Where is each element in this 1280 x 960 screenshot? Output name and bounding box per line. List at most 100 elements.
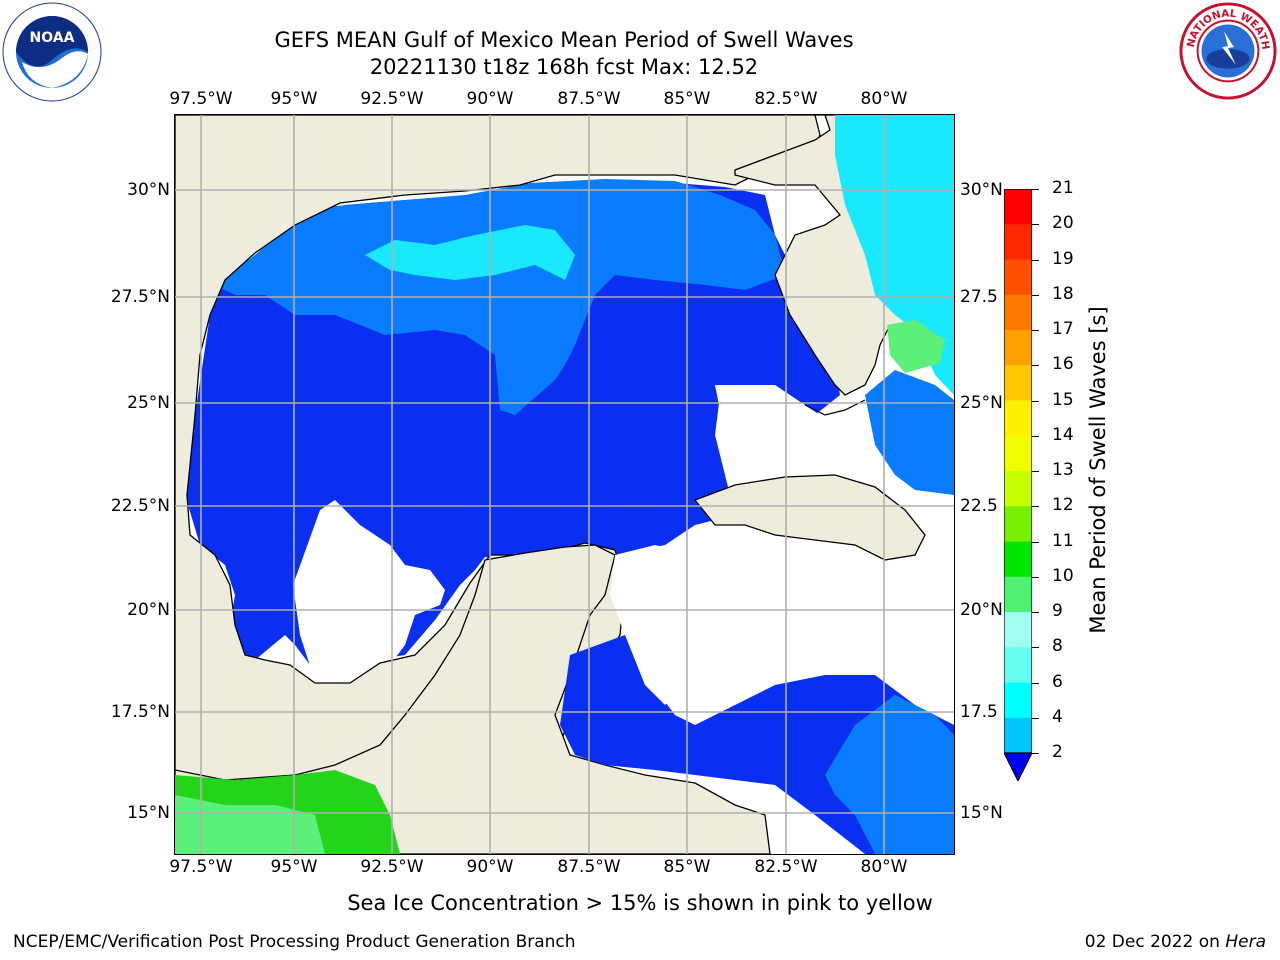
colorbar-cell (1004, 365, 1032, 401)
colorbar-cell (1004, 647, 1032, 683)
colorbar-tick-label: 12 (1052, 495, 1074, 516)
colorbar-tick-label: 18 (1052, 283, 1074, 304)
lon-label-top: 85°W (663, 89, 711, 109)
colorbar-tick (1032, 224, 1039, 226)
colorbar-cell (1004, 294, 1032, 331)
colorbar-tick-label: 8 (1052, 636, 1063, 657)
land-cuba (693, 474, 926, 561)
swell-region-bahamas (865, 370, 954, 495)
colorbar-tick (1032, 330, 1039, 331)
lon-label-bottom: 80°W (860, 857, 908, 877)
noaa-logo: NOAA (2, 2, 102, 102)
lon-label-top: 95°W (270, 89, 318, 109)
colorbar-tick (1032, 682, 1039, 684)
colorbar-tick-label: 4 (1052, 706, 1063, 727)
colorbar-tick-label: 17 (1052, 319, 1074, 339)
lon-label-bottom: 82.5°W (754, 857, 818, 877)
lon-label-top: 97.5°W (169, 89, 233, 109)
colorbar-tick-label: 6 (1052, 671, 1063, 692)
map-plot-area (175, 115, 954, 854)
lat-label-right: 20°N (960, 600, 1003, 620)
colorbar-cell (1004, 506, 1032, 542)
lat-label-left: 27.5°N (110, 287, 170, 307)
swell-region-atlantic-6-8s (835, 115, 954, 395)
colorbar-tick-label: 19 (1052, 248, 1074, 269)
lon-label-bottom: 90°W (466, 857, 514, 877)
chart-subtitle: 20221130 t18z 168h fcst Max: 12.52 (369, 55, 759, 79)
colorbar-tick (1032, 400, 1039, 402)
lat-label-left: 22.5°N (110, 496, 170, 516)
colorbar-tick (1032, 506, 1039, 508)
lat-label-left: 17.5°N (110, 702, 170, 722)
lon-label-bottom: 92.5°W (360, 857, 424, 877)
colorbar-tick (1032, 612, 1039, 613)
colorbar-tick-label: 13 (1052, 460, 1074, 480)
colorbar-cell (1004, 330, 1032, 366)
lon-label-top: 80°W (860, 89, 908, 109)
colorbar-tick (1032, 541, 1039, 543)
svg-text:NOAA: NOAA (30, 30, 75, 46)
colorbar-title: Mean Period of Swell Waves [s] (1086, 306, 1110, 634)
colorbar (1004, 189, 1032, 781)
lon-label-bottom: 97.5°W (169, 857, 233, 877)
colorbar-cell (1004, 189, 1032, 225)
colorbar-tick-label: 9 (1052, 601, 1063, 621)
colorbar-tick-label: 11 (1052, 530, 1074, 551)
colorbar-tick (1032, 753, 1039, 754)
lat-label-right: 15°N (960, 803, 1003, 823)
colorbar-tick (1032, 365, 1039, 367)
lat-label-right: 22.5 (960, 496, 998, 516)
colorbar-cell (1004, 541, 1032, 578)
colorbar-extend-arrow (1004, 752, 1032, 781)
swell-region-pacific-9-10s (175, 795, 325, 854)
lon-label-top: 82.5°W (754, 89, 818, 109)
swell-region-atlantic-9-10s (887, 320, 945, 373)
date-label: 02 Dec 2022 on (1084, 932, 1220, 952)
colorbar-tick-label: 10 (1052, 565, 1074, 586)
lon-label-bottom: 95°W (270, 857, 318, 877)
colorbar-cell (1004, 435, 1032, 472)
colorbar-cell (1004, 717, 1032, 754)
calm-region-campeche (293, 500, 445, 675)
sea-ice-note: Sea Ice Concentration > 15% is shown in … (347, 891, 933, 915)
colorbar-tick (1032, 647, 1039, 649)
nws-logo: NATIONAL WEATHER SERVICE (1179, 2, 1277, 100)
credit-text: NCEP/EMC/Verification Post Processing Pr… (13, 932, 576, 952)
lat-label-right: 17.5 (960, 702, 998, 722)
swell-region-caribbean-4-6s (825, 695, 954, 854)
calm-region-west-caribbean (610, 545, 795, 705)
colorbar-tick-label: 15 (1052, 389, 1074, 410)
colorbar-cell (1004, 224, 1032, 260)
lat-label-left: 25°N (127, 393, 170, 413)
lat-label-right: 30°N (960, 180, 1003, 200)
date-text: 02 Dec 2022 on Hera (1085, 932, 1266, 952)
chart-title: GEFS MEAN Gulf of Mexico Mean Period of … (274, 28, 854, 52)
lon-label-top: 90°W (466, 89, 514, 109)
colorbar-tick-label: 2 (1052, 742, 1063, 762)
colorbar-tick-label: 16 (1052, 354, 1074, 375)
lon-label-top: 87.5°W (557, 89, 621, 109)
colorbar-cell (1004, 259, 1032, 296)
lon-label-bottom: 85°W (663, 857, 711, 877)
colorbar-cell (1004, 400, 1032, 437)
colorbar-tick (1032, 294, 1039, 296)
colorbar-tick (1032, 189, 1039, 190)
lon-label-bottom: 87.5°W (557, 857, 621, 877)
colorbar-tick-label: 20 (1052, 213, 1074, 234)
lat-label-right: 27.5 (960, 287, 998, 307)
lat-label-left: 15°N (127, 803, 170, 823)
colorbar-tick (1032, 471, 1039, 472)
colorbar-tick (1032, 435, 1039, 437)
colorbar-cell (1004, 576, 1032, 613)
land-florida-keys (804, 399, 866, 416)
lat-label-left: 20°N (127, 600, 170, 620)
lat-label-left: 30°N (127, 180, 170, 200)
colorbar-cell (1004, 612, 1032, 648)
colorbar-cell (1004, 682, 1032, 719)
lat-label-right: 25°N (960, 393, 1003, 413)
swell-region-north-6-8s (365, 225, 575, 280)
colorbar-tick-label: 14 (1052, 424, 1074, 445)
map-gridlines (175, 115, 954, 854)
colorbar-cell (1004, 471, 1032, 507)
colorbar-tick (1032, 259, 1039, 261)
